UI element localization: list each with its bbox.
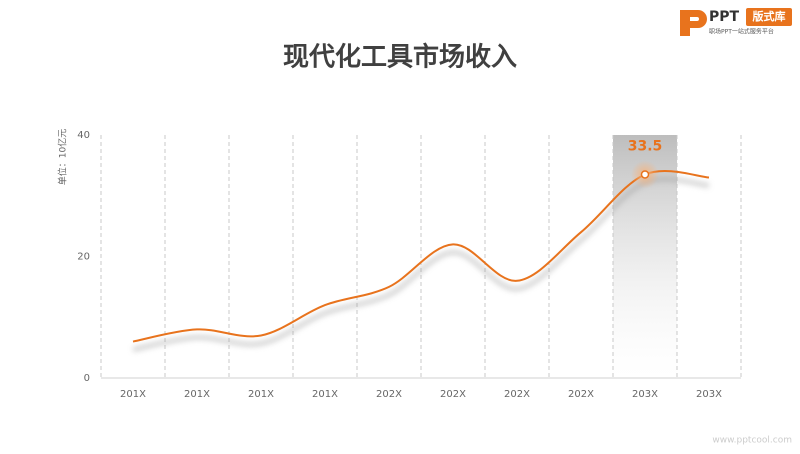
logo-brand: PPT bbox=[709, 9, 740, 25]
x-tick-label: 201X bbox=[312, 389, 338, 400]
line-shadow bbox=[132, 177, 710, 352]
x-tick-label: 202X bbox=[504, 389, 530, 400]
x-tick-label: 202X bbox=[440, 389, 466, 400]
x-tick-label: 201X bbox=[184, 389, 210, 400]
x-tick-label: 201X bbox=[120, 389, 146, 400]
y-tick-label: 20 bbox=[77, 252, 90, 263]
x-tick-label: 203X bbox=[696, 389, 722, 400]
y-tick-label: 0 bbox=[84, 373, 90, 384]
x-tick-label: 203X bbox=[632, 389, 658, 400]
x-tick-label: 201X bbox=[248, 389, 274, 400]
logo-tagline: 职场PPT一站式服务平台 bbox=[709, 28, 774, 36]
x-tick-label: 202X bbox=[568, 389, 594, 400]
value-label: 33.5 bbox=[628, 138, 663, 154]
logo-badge-bg bbox=[746, 8, 792, 26]
y-tick-label: 40 bbox=[77, 130, 90, 141]
highlight-point bbox=[640, 170, 650, 179]
y-axis-label: 单位：10亿元 bbox=[57, 129, 69, 185]
logo: PPT 版式库 职场PPT一站式服务平台 bbox=[680, 8, 792, 36]
logo-badge: 版式库 bbox=[753, 9, 786, 23]
x-tick-label: 202X bbox=[376, 389, 402, 400]
line bbox=[132, 170, 710, 343]
logo-icon bbox=[680, 10, 707, 36]
watermark: www.pptcool.com bbox=[712, 436, 792, 446]
chart-title: 现代化工具市场收入 bbox=[283, 42, 517, 73]
